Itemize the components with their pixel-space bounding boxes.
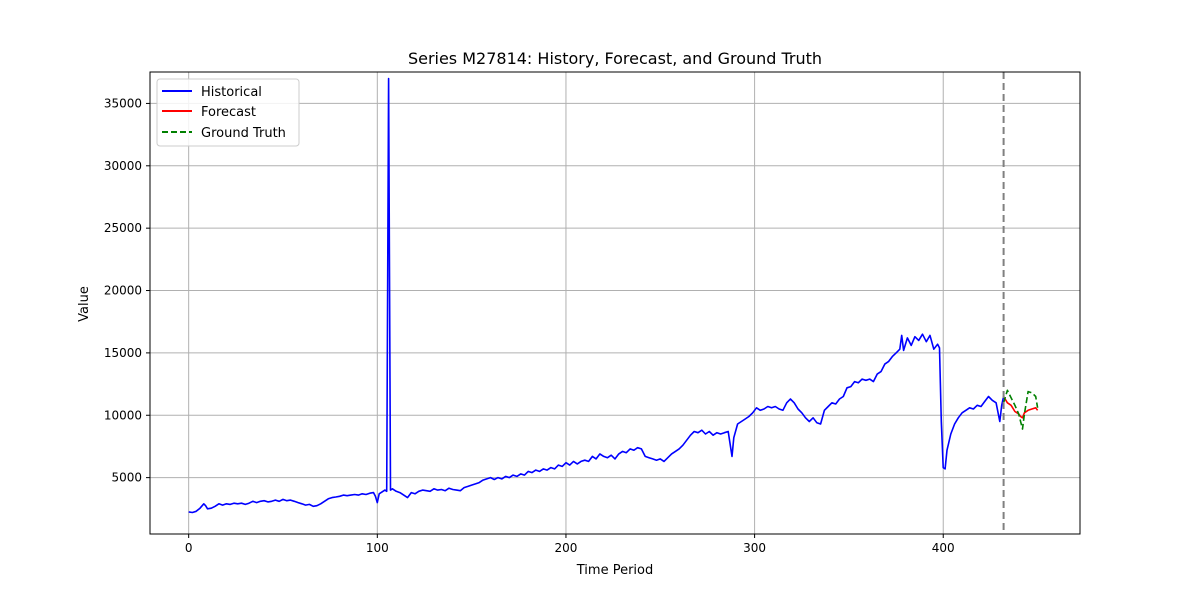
- y-tick-label: 10000: [104, 408, 142, 422]
- series-lines: [188, 72, 1039, 534]
- legend-box: [156, 78, 300, 147]
- legend-label-forecast: Forecast: [201, 105, 256, 120]
- historical-series-line: [188, 77, 1005, 514]
- y-tick-label: 25000: [104, 221, 142, 235]
- x-tick-label: 400: [932, 541, 955, 555]
- y-tick-label: 5000: [111, 471, 142, 485]
- y-tick-label: 15000: [104, 346, 142, 360]
- legend-label-historical: Historical: [201, 85, 262, 100]
- y-tick-label: 30000: [104, 159, 142, 173]
- legend: Historical Forecast Ground Truth: [156, 78, 300, 147]
- y-axis-label: Value: [77, 286, 92, 322]
- legend-label-ground-truth: Ground Truth: [201, 126, 286, 141]
- y-tick-label: 20000: [104, 284, 142, 298]
- forecast-series-line: [1002, 396, 1039, 419]
- grid-lines: [150, 72, 1080, 534]
- x-tick-label: 0: [185, 541, 193, 555]
- chart-title: Series M27814: History, Forecast, and Gr…: [408, 49, 822, 68]
- x-axis-label: Time Period: [576, 563, 653, 578]
- ground-truth-series-line: [1002, 389, 1039, 430]
- x-tick-label: 300: [743, 541, 766, 555]
- plot-area-frame: [149, 71, 1081, 535]
- x-tick-label: 100: [366, 541, 389, 555]
- y-tick-label: 35000: [104, 96, 142, 110]
- x-tick-label: 200: [555, 541, 578, 555]
- axis-ticks: 0 100 200 300 400 5000 10000 15000 20000 25000 300…: [104, 96, 955, 555]
